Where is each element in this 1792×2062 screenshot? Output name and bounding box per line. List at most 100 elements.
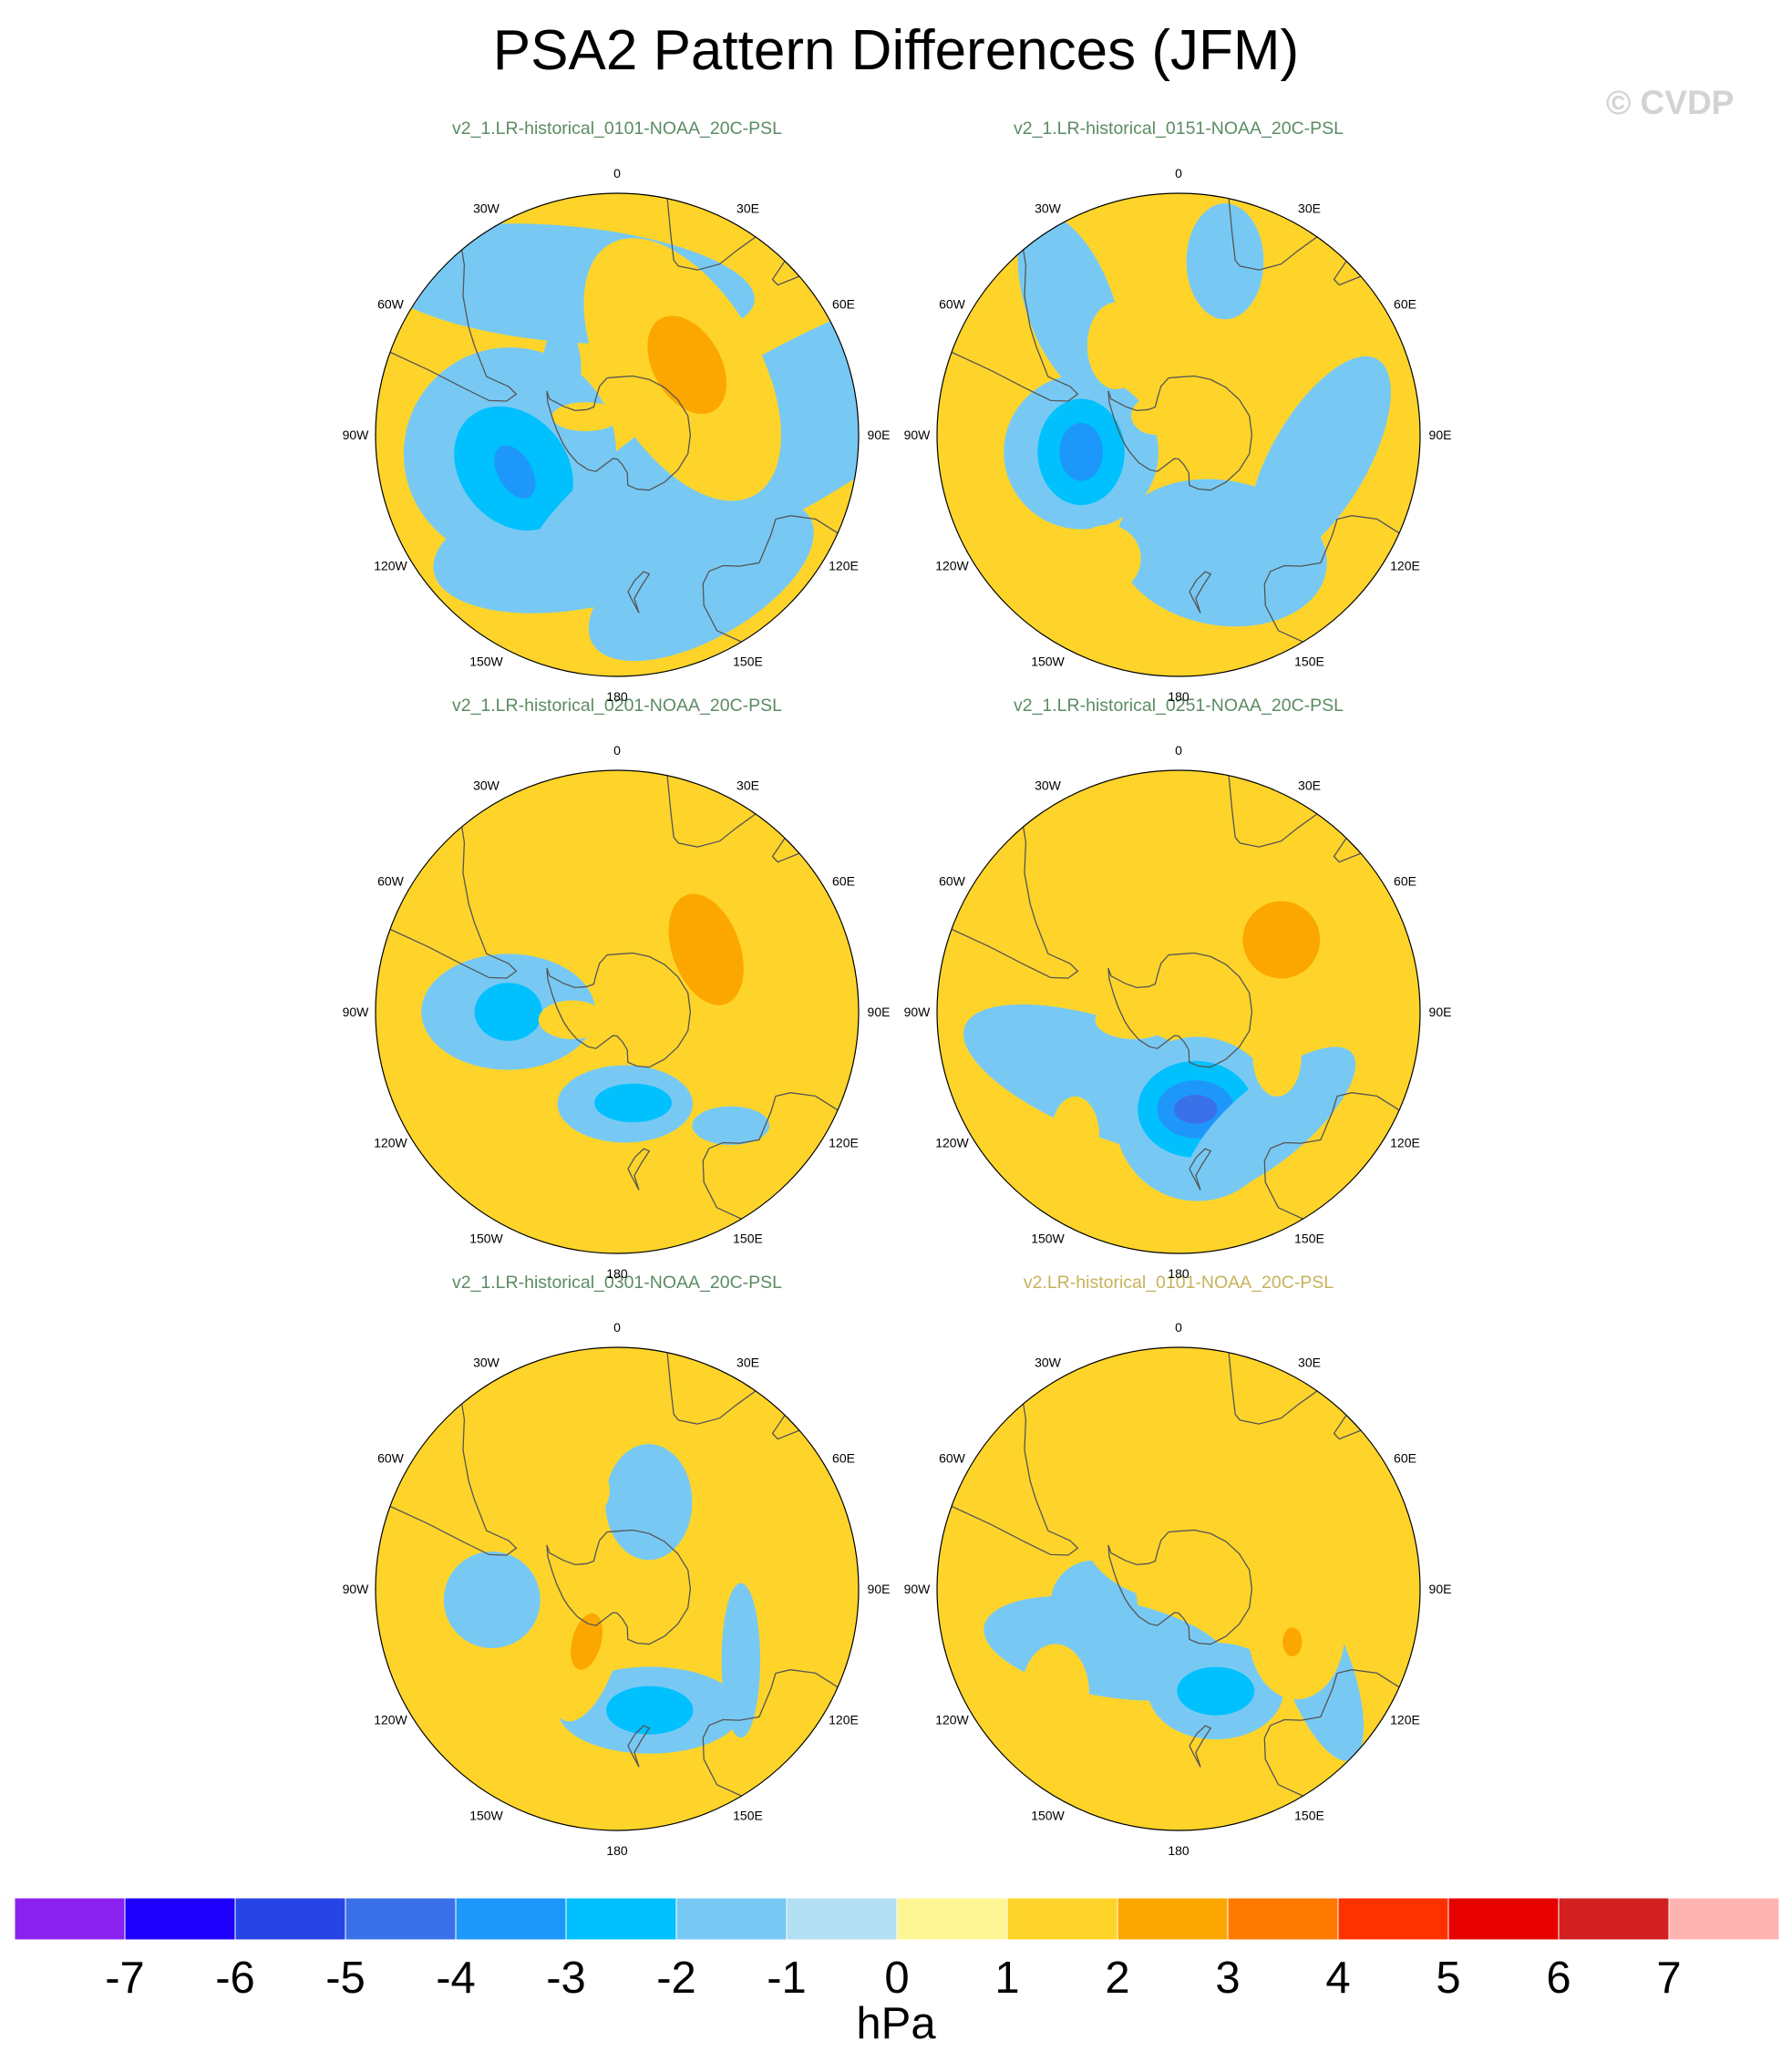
- lon-tick-label: 0: [1175, 743, 1182, 758]
- colorbar-swatch: [1227, 1897, 1339, 1941]
- lon-tick-label: 120E: [829, 1136, 859, 1150]
- map-panel: 0 30E 60E 90E 120E 150E 180 150W 120W 90W 60W 30W: [343, 1320, 891, 1858]
- lon-tick-label: 30W: [473, 201, 500, 216]
- lon-tick-label: 180: [606, 689, 628, 704]
- lon-tick-label: 90E: [868, 1582, 891, 1596]
- lon-tick-label: 90E: [1429, 1582, 1452, 1596]
- colorbar-swatch: [565, 1897, 677, 1941]
- new-zealand-coastline: [1189, 1148, 1212, 1191]
- colorbar-swatch: [786, 1897, 898, 1941]
- lon-tick-label: 120E: [829, 559, 859, 573]
- panel-title: v2_1.LR-historical_0101-NOAA_20C-PSL: [451, 119, 783, 139]
- anomaly-contour: [594, 1083, 672, 1123]
- lon-tick-label: 120W: [374, 1713, 407, 1727]
- colorbar-tick-label: 7: [1656, 1954, 1681, 2003]
- colorbar-swatch: [1006, 1897, 1118, 1941]
- colorbar-tick-label: 1: [994, 1954, 1019, 2003]
- lon-tick-label: 120W: [374, 1136, 407, 1150]
- colorbar-swatch: [14, 1897, 126, 1941]
- lon-tick-label: 120E: [1390, 1713, 1420, 1727]
- anomaly-contour: [1186, 203, 1264, 320]
- lon-tick-label: 150E: [733, 1232, 763, 1246]
- map-panel: 0 30E 60E 90E 120E 150E 180 150W 120W 90W 60W 30W: [904, 1320, 1452, 1858]
- anomaly-contour: [1095, 1000, 1173, 1039]
- lon-tick-label: 90E: [868, 1005, 891, 1019]
- colorbar-tick-label: -6: [215, 1954, 255, 2003]
- map-field: [937, 193, 1420, 676]
- colorbar-swatch: [675, 1897, 788, 1941]
- lon-tick-label: 120W: [935, 1713, 969, 1727]
- lon-tick-label: 120E: [1390, 1136, 1420, 1150]
- anomaly-contour: [551, 402, 620, 431]
- map-panel: 0 30E 60E 90E 120E 150E 180 150W 120W 90W 60W 30W: [904, 743, 1452, 1281]
- australia-coastline: [702, 1092, 839, 1220]
- anomaly-contour: [1073, 524, 1141, 593]
- lon-tick-label: 90W: [904, 1005, 932, 1019]
- africa-coastline: [666, 198, 757, 271]
- map-field: [937, 770, 1420, 1253]
- map-panel: 0 30E 60E 90E 120E 150E 180 150W 120W 90W 60W 30W: [343, 166, 891, 704]
- south-america-coastline: [951, 249, 1079, 402]
- south-america-coastline: [951, 1403, 1079, 1556]
- anomaly-contour: [691, 1504, 740, 1582]
- new-zealand-coastline: [627, 571, 651, 613]
- lon-tick-label: 30E: [1298, 778, 1321, 793]
- south-america-coastline: [951, 826, 1079, 979]
- anomaly-contour: [532, 1456, 610, 1524]
- lon-tick-label: 30E: [736, 201, 759, 216]
- lon-tick-label: 120W: [374, 559, 407, 573]
- lon-tick-label: 30E: [1298, 201, 1321, 216]
- anomaly-contour: [1282, 1627, 1303, 1657]
- lon-tick-label: 90E: [1429, 428, 1452, 442]
- anomaly-contour: [1051, 1096, 1100, 1174]
- panel-title: v2_1.LR-historical_0251-NOAA_20C-PSL: [1013, 696, 1344, 716]
- anomaly-contour: [571, 1613, 603, 1670]
- lon-tick-label: 150W: [469, 655, 503, 669]
- lon-tick-label: 90E: [1429, 1005, 1452, 1019]
- antarctica-coastline: [546, 375, 692, 491]
- anomaly-contour: [606, 1686, 694, 1735]
- colorbar-swatch: [234, 1897, 346, 1941]
- colorbar-swatch: [1668, 1897, 1780, 1941]
- panel-title: v2_1.LR-historical_0151-NOAA_20C-PSL: [1013, 119, 1344, 139]
- anomaly-contour: [605, 1444, 693, 1561]
- lon-tick-label: 30E: [736, 1356, 759, 1370]
- anomaly-contour: [1059, 423, 1103, 481]
- australia-coastline: [1263, 1669, 1400, 1797]
- page-title: PSA2 Pattern Differences (JFM): [492, 19, 1300, 82]
- lon-tick-label: 60W: [377, 1451, 405, 1466]
- colorbar-units-label: hPa: [856, 1999, 936, 2048]
- colorbar-tick-label: 6: [1546, 1954, 1571, 2003]
- lon-tick-label: 150E: [733, 655, 763, 669]
- colorbar-swatch: [124, 1897, 236, 1941]
- colorbar-tick-label: -3: [546, 1954, 586, 2003]
- lon-tick-label: 60E: [832, 874, 855, 889]
- anomaly-contour: [1082, 1455, 1275, 1601]
- anomaly-contour: [1174, 1095, 1218, 1124]
- africa-coastline: [666, 775, 757, 848]
- south-america-coastline: [389, 249, 518, 402]
- colorbar-swatch: [345, 1897, 457, 1941]
- lon-tick-label: 60W: [377, 874, 405, 889]
- antarctica-coastline: [1107, 952, 1253, 1068]
- lon-tick-label: 60E: [1394, 1451, 1416, 1466]
- lon-tick-label: 30W: [473, 778, 500, 793]
- map-panel: 0 30E 60E 90E 120E 150E 180 150W 120W 90W 60W 30W: [343, 743, 891, 1281]
- lon-tick-label: 90W: [343, 428, 370, 442]
- new-zealand-coastline: [627, 1725, 651, 1768]
- lon-tick-label: 90W: [904, 1582, 932, 1596]
- colorbar-tick-label: -1: [767, 1954, 807, 2003]
- colorbar-swatch: [1337, 1897, 1449, 1941]
- africa-coastline: [1228, 198, 1318, 271]
- australia-coastline: [1263, 515, 1400, 643]
- new-zealand-coastline: [1189, 1725, 1212, 1768]
- lon-tick-label: 30E: [1298, 1356, 1321, 1370]
- anomaly-contour: [542, 325, 582, 413]
- australia-coastline: [702, 1669, 839, 1797]
- lon-tick-label: 180: [1168, 1843, 1190, 1858]
- map-panel: 0 30E 60E 90E 120E 150E 180 150W 120W 90W 60W 30W: [904, 166, 1452, 704]
- lon-tick-label: 150E: [1294, 1809, 1324, 1823]
- map-border: [936, 769, 1421, 1254]
- africa-coastline: [1228, 775, 1318, 848]
